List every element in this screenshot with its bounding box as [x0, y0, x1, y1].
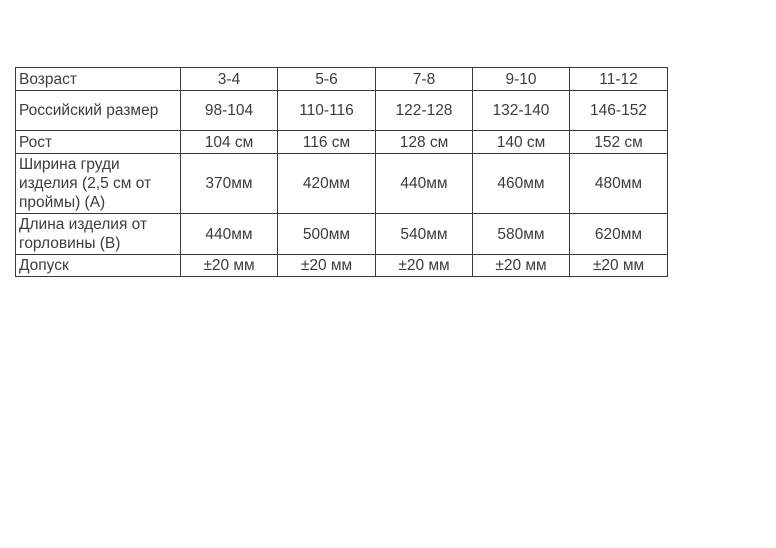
- row-label-height: Рост: [15, 130, 181, 154]
- table-cell-height: 140 см: [472, 130, 570, 154]
- table-cell-age: 5-6: [277, 67, 376, 91]
- table-cell-height: 104 см: [180, 130, 278, 154]
- table-cell-russian-size: 146-152: [569, 90, 668, 131]
- table-row-tolerance: Допуск ±20 мм ±20 мм ±20 мм ±20 мм ±20 м…: [15, 254, 668, 277]
- table-cell-tolerance: ±20 мм: [472, 254, 570, 277]
- row-label-russian-size: Российский размер: [15, 90, 181, 131]
- table-cell-russian-size: 122-128: [375, 90, 473, 131]
- size-chart-table: Возраст 3-4 5-6 7-8 9-10 11-12 Российски…: [15, 67, 668, 277]
- row-label-item-length: Длина изделия от горловины (B): [15, 213, 181, 255]
- table-cell-tolerance: ±20 мм: [277, 254, 376, 277]
- table-cell-chest-width: 460мм: [472, 153, 570, 214]
- table-cell-russian-size: 110-116: [277, 90, 376, 131]
- table-row-chest-width: Ширина груди изделия (2,5 см от проймы) …: [15, 153, 668, 214]
- table-row-item-length: Длина изделия от горловины (B) 440мм 500…: [15, 213, 668, 255]
- table-cell-chest-width: 480мм: [569, 153, 668, 214]
- table-cell-chest-width: 370мм: [180, 153, 278, 214]
- table-cell-height: 152 см: [569, 130, 668, 154]
- table-cell-tolerance: ±20 мм: [180, 254, 278, 277]
- table-cell-item-length: 580мм: [472, 213, 570, 255]
- table-cell-russian-size: 98-104: [180, 90, 278, 131]
- table-row-russian-size: Российский размер 98-104 110-116 122-128…: [15, 90, 668, 131]
- table-cell-age: 3-4: [180, 67, 278, 91]
- table-cell-height: 116 см: [277, 130, 376, 154]
- table-cell-chest-width: 440мм: [375, 153, 473, 214]
- table-row-height: Рост 104 см 116 см 128 см 140 см 152 см: [15, 130, 668, 154]
- table-cell-tolerance: ±20 мм: [375, 254, 473, 277]
- table-cell-age: 7-8: [375, 67, 473, 91]
- row-label-tolerance: Допуск: [15, 254, 181, 277]
- table-cell-item-length: 500мм: [277, 213, 376, 255]
- table-cell-russian-size: 132-140: [472, 90, 570, 131]
- table-cell-item-length: 620мм: [569, 213, 668, 255]
- table-row-age: Возраст 3-4 5-6 7-8 9-10 11-12: [15, 67, 668, 91]
- row-label-age: Возраст: [15, 67, 181, 91]
- table-cell-age: 11-12: [569, 67, 668, 91]
- table-cell-item-length: 540мм: [375, 213, 473, 255]
- table-cell-chest-width: 420мм: [277, 153, 376, 214]
- table-cell-height: 128 см: [375, 130, 473, 154]
- table-cell-tolerance: ±20 мм: [569, 254, 668, 277]
- row-label-chest-width: Ширина груди изделия (2,5 см от проймы) …: [15, 153, 181, 214]
- table-cell-item-length: 440мм: [180, 213, 278, 255]
- table-cell-age: 9-10: [472, 67, 570, 91]
